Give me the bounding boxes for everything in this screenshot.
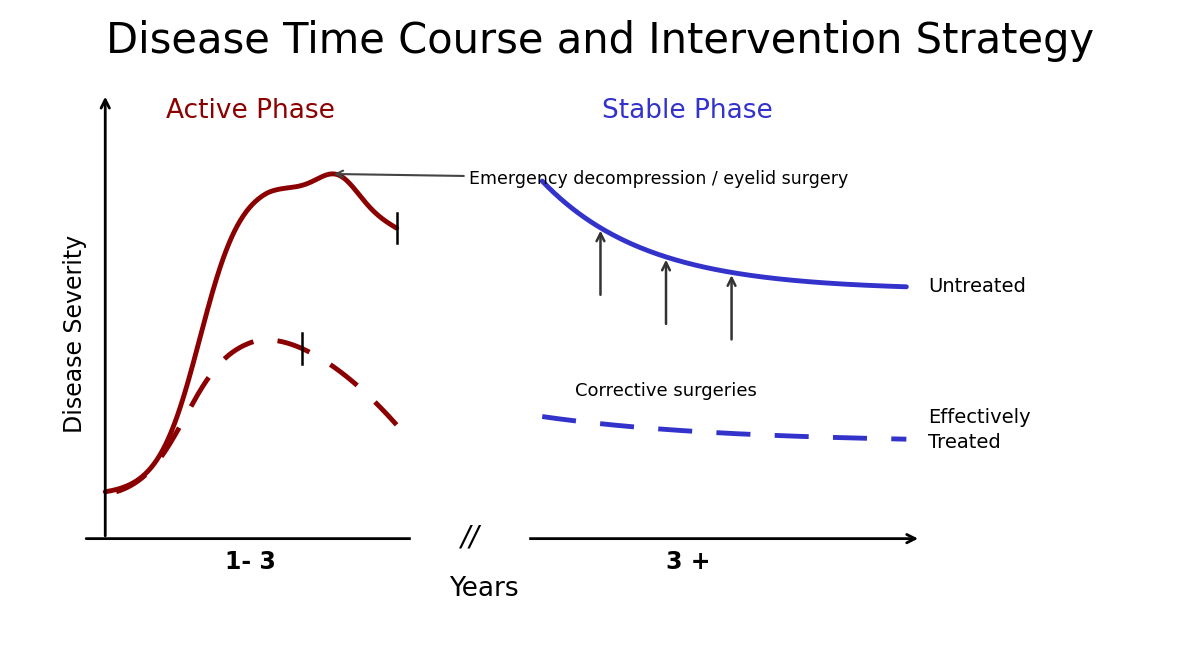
Text: Years: Years (449, 576, 519, 601)
Text: Disease Severity: Disease Severity (62, 234, 86, 433)
Text: Effectively
Treated: Effectively Treated (928, 409, 1030, 453)
Text: Stable Phase: Stable Phase (603, 98, 773, 124)
Text: Active Phase: Active Phase (167, 98, 335, 124)
Text: Untreated: Untreated (928, 277, 1026, 296)
Text: 1- 3: 1- 3 (226, 549, 276, 574)
Text: 3 +: 3 + (665, 549, 710, 574)
Text: Disease Time Course and Intervention Strategy: Disease Time Course and Intervention Str… (107, 20, 1094, 62)
Text: Emergency decompression / eyelid surgery: Emergency decompression / eyelid surgery (336, 170, 849, 188)
Text: //: // (460, 524, 479, 552)
Text: Corrective surgeries: Corrective surgeries (575, 382, 757, 399)
